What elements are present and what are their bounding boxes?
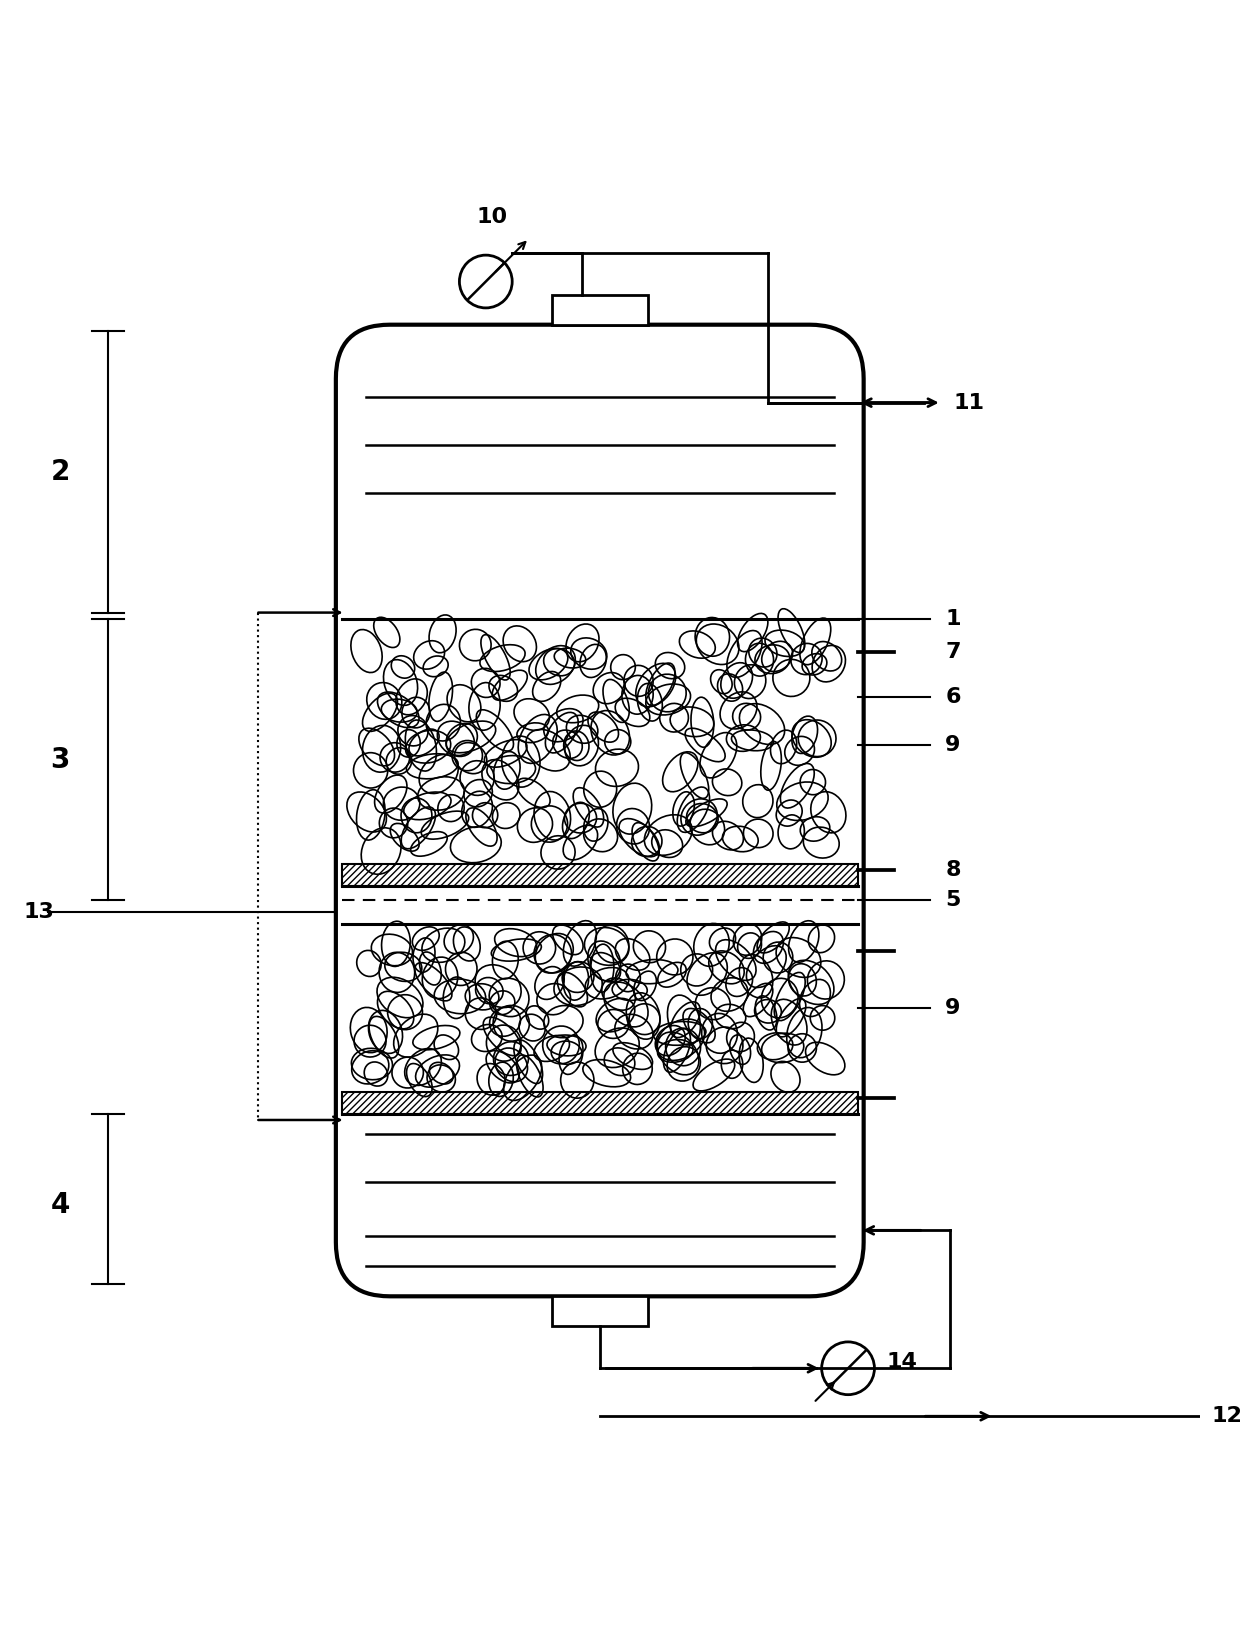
Text: 9: 9 — [945, 735, 961, 755]
Text: 10: 10 — [476, 207, 507, 227]
Bar — [552, 1296, 647, 1326]
Bar — [342, 1092, 858, 1114]
Text: 7: 7 — [945, 642, 961, 663]
Text: 12: 12 — [1211, 1406, 1240, 1426]
Text: 14: 14 — [887, 1352, 918, 1372]
Bar — [552, 294, 647, 324]
Text: 3: 3 — [51, 745, 69, 773]
Text: 13: 13 — [24, 903, 55, 923]
Text: 4: 4 — [51, 1191, 69, 1219]
Text: 8: 8 — [945, 860, 961, 880]
Text: 5: 5 — [945, 890, 961, 910]
FancyBboxPatch shape — [336, 324, 863, 1296]
Text: 6: 6 — [945, 686, 961, 707]
Bar — [342, 865, 858, 887]
Text: 11: 11 — [954, 393, 985, 413]
Text: 2: 2 — [51, 457, 69, 485]
Text: 1: 1 — [945, 609, 961, 628]
Text: 9: 9 — [945, 999, 961, 1018]
